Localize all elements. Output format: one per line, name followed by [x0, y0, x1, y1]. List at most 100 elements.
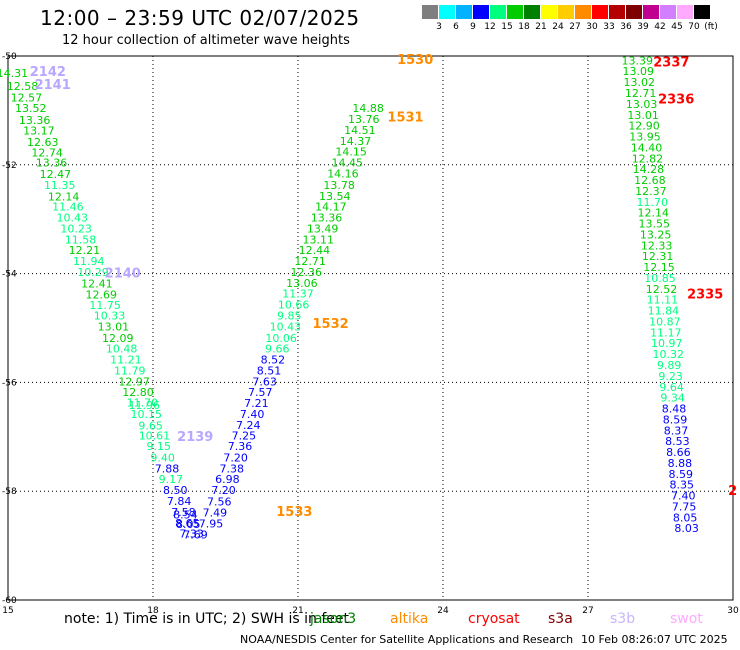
wave-height-point: 10.33	[94, 309, 126, 322]
wave-height-point: 12.90	[628, 120, 660, 133]
pass-number-label: 2140	[105, 267, 141, 282]
y-tick-label: -56	[2, 378, 17, 388]
wave-height-point: 8.48	[662, 403, 687, 416]
colorbar-label: 18	[518, 22, 530, 32]
wave-height-point: 12.31	[642, 250, 674, 263]
data-points: 14.3112.5812.5713.5213.3613.1712.6312.74…	[0, 54, 699, 541]
colorbar-label: 12	[484, 22, 496, 32]
colorbar-label: 21	[535, 22, 547, 32]
colorbar-swatch	[439, 5, 455, 19]
wave-height-point: 8.35	[670, 479, 695, 492]
pass-number-label: 2139	[177, 430, 213, 445]
wave-height-point: 9.15	[147, 440, 172, 453]
wave-height-point: 12.57	[11, 91, 43, 104]
colorbar-swatch	[592, 5, 608, 19]
wave-height-point: 8.53	[665, 435, 690, 448]
wave-height-point: 8.51	[257, 364, 282, 377]
wave-height-point: 12.69	[86, 288, 118, 301]
wave-height-point: 10.43	[57, 212, 89, 225]
wave-height-point: 12.82	[632, 152, 664, 165]
wave-height-point: 7.25	[232, 430, 257, 443]
wave-height-point: 12.71	[625, 87, 657, 100]
pass-number-label: 2141	[35, 78, 71, 93]
wave-height-point: 8.05	[176, 518, 201, 531]
wave-height-point: 7.69	[183, 529, 208, 542]
wave-height-point: 7.88	[155, 462, 180, 475]
colorbar-label: 6	[453, 22, 459, 32]
colorbar-swatch	[456, 5, 472, 19]
wave-height-point: 13.11	[303, 233, 335, 246]
wave-height-point: 7.36	[228, 440, 253, 453]
wave-height-point: 8.54	[173, 509, 198, 522]
wave-height-point: 7.57	[248, 386, 273, 399]
colorbar-swatch	[626, 5, 642, 19]
wave-height-point: 8.50	[163, 484, 188, 497]
wave-height-point: 10.43	[270, 320, 302, 333]
wave-height-point: 14.31	[0, 67, 28, 80]
wave-height-point: 8.37	[664, 424, 689, 437]
wave-height-point: 11.96	[129, 399, 161, 412]
y-tick-label: -50	[2, 52, 17, 62]
wave-height-point: 7.20	[223, 451, 248, 464]
wave-height-point: 12.37	[635, 185, 667, 198]
wave-height-point: 12.33	[641, 239, 673, 252]
wave-height-point: 8.65	[175, 517, 200, 530]
wave-height-point: 8.52	[261, 354, 286, 367]
wave-height-point: 11.79	[114, 364, 146, 377]
colorbar-swatch	[694, 5, 710, 19]
pass-number-label: 2337	[653, 56, 689, 71]
wave-height-point: 12.74	[31, 146, 63, 159]
wave-height-point: 7.95	[199, 517, 224, 530]
wave-height-point: 8.59	[669, 468, 694, 481]
colorbar-swatch	[507, 5, 523, 19]
x-tick-label: 15	[2, 606, 13, 616]
wave-height-point: 7.40	[671, 490, 696, 503]
colorbar-swatch	[660, 5, 676, 19]
grid-lines	[8, 56, 733, 600]
wave-height-point: 7.58	[171, 506, 196, 519]
axis-ticks: 15 18 21 24 27 30 -50 -52 -54 -56 -58 -60	[2, 52, 739, 616]
pass-number-label: 1533	[276, 505, 312, 520]
legend-item-jason3: jason3	[310, 611, 357, 627]
wave-height-point: 10.29	[77, 266, 109, 279]
wave-height-point: 13.76	[348, 113, 380, 126]
colorbar-label: 45	[671, 22, 683, 32]
pass-number-label: 1531	[387, 110, 423, 125]
pass-number-label: 2142	[30, 65, 66, 80]
wave-height-point: 11.70	[127, 397, 159, 410]
wave-height-point: 12.80	[122, 386, 154, 399]
wave-height-point: 7.24	[236, 419, 261, 432]
colorbar-swatch	[524, 5, 540, 19]
wave-height-point: 12.41	[81, 277, 113, 290]
legend-item-swot: swot	[670, 611, 703, 627]
wave-height-point: 9.34	[660, 392, 685, 405]
wave-height-point: 14.51	[344, 124, 376, 137]
wave-height-point: 9.23	[658, 370, 683, 383]
y-tick-label: -54	[2, 270, 17, 280]
colorbar-swatch	[575, 5, 591, 19]
wave-height-point: 13.55	[638, 218, 670, 231]
wave-height-point: 11.17	[650, 326, 682, 339]
wave-height-point: 9.17	[159, 473, 184, 486]
wave-height-point: 13.25	[640, 228, 672, 241]
wave-height-point: 12.47	[40, 168, 72, 181]
wave-height-point: 13.36	[19, 114, 51, 127]
wave-height-point: 12.15	[643, 261, 675, 274]
wave-height-point: 9.89	[657, 359, 682, 372]
pass-number-label: 1532	[313, 317, 349, 332]
wave-height-point: 7.40	[240, 408, 265, 421]
wave-height-point: 11.75	[89, 299, 121, 312]
wave-height-point: 11.35	[44, 179, 76, 192]
wave-height-point: 9.66	[265, 343, 290, 356]
colorbar-swatch	[490, 5, 506, 19]
wave-height-point: 12.14	[638, 207, 670, 220]
wave-height-point: 13.03	[626, 98, 658, 111]
legend-item-altika: altika	[390, 611, 429, 627]
wave-height-point: 13.78	[323, 179, 355, 192]
colorbar-label: 3	[436, 22, 442, 32]
colorbar-label: 30	[586, 22, 598, 32]
wave-height-point: 7.33	[179, 528, 204, 541]
colorbar-label: 24	[552, 22, 564, 32]
wave-height-point: 8.66	[666, 446, 691, 459]
wave-height-point: 12.09	[102, 332, 134, 345]
